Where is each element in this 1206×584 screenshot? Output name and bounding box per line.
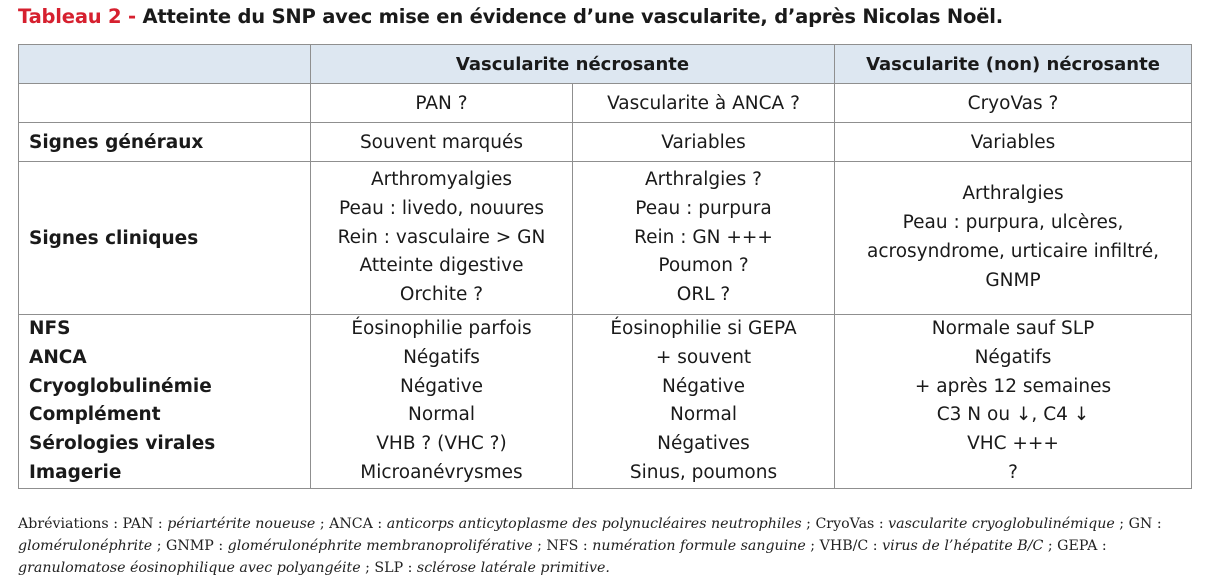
header-vascularite-non-necrosante: Vascularite (non) nécrosante (834, 44, 1192, 84)
row-label: Signes généraux (18, 122, 311, 162)
cell-line: Arthralgies ? (645, 169, 762, 190)
cell-line: Sinus, poumons (629, 461, 778, 483)
cell-line: Normal (670, 404, 737, 426)
abbr-prefix: ; SLP : (360, 560, 417, 576)
abbr-definition: sclérose latérale primitive. (416, 560, 610, 576)
cell-line: Rein : vasculaire > GN (337, 226, 546, 248)
cell-line: Orchite ? (399, 284, 484, 306)
table-caption: Tableau 2 - Atteinte du SNP avec mise en… (18, 5, 1003, 28)
row-label: Cryoglobulinémie (29, 375, 212, 397)
table-cell-anca: Éosinophilie si GEPA + souvent Négative … (572, 314, 835, 489)
abbr-prefix: ; GEPA : (1043, 538, 1107, 554)
row-label: Imagerie (29, 461, 122, 483)
abbr-definition: glomérulonéphrite (18, 538, 153, 554)
cell-line: Peau : purpura (635, 197, 772, 219)
cell-line: Arthralgies (962, 183, 1064, 205)
subheader-cell: PAN ? (310, 83, 573, 123)
cell-line: + après 12 semaines (914, 375, 1112, 397)
cell-line: Négatifs (974, 346, 1052, 368)
caption-text: Atteinte du SNP avec mise en évidence d’… (142, 5, 1003, 28)
table-row-signes-generaux: Signes généraux Souvent marqués Variable… (18, 122, 1192, 162)
cell-line: Négative (399, 375, 484, 397)
cell-line: ORL ? (676, 284, 731, 306)
subheader-cell (18, 83, 311, 123)
cell-line: Atteinte digestive (359, 255, 524, 277)
header-empty-cell (18, 44, 311, 84)
table-cell: Variables (572, 122, 835, 162)
abbr-prefix: ; ANCA : (315, 516, 387, 532)
cell-line: Négatifs (403, 346, 480, 368)
abbr-definition: glomérulonéphrite membranoproliférative (227, 538, 533, 554)
row-label: ANCA (29, 346, 87, 368)
table-cell: Souvent marqués (310, 122, 573, 162)
cell-line: Normale sauf SLP (931, 318, 1095, 339)
row-labels-biologie: NFS ANCA Cryoglobulinémie Complément Sér… (18, 314, 311, 489)
cell-line: Rein : GN +++ (634, 226, 773, 248)
cell-line: Éosinophilie si GEPA (610, 318, 797, 339)
cell-line: Négatives (657, 433, 750, 455)
table-cell-cryovas: Normale sauf SLP Négatifs + après 12 sem… (834, 314, 1192, 489)
table-row-biologie: NFS ANCA Cryoglobulinémie Complément Sér… (18, 314, 1192, 489)
cell-line: VHC +++ (967, 433, 1059, 455)
cell-line: Normal (408, 404, 475, 426)
table-cell: Variables (834, 122, 1192, 162)
cell-line: acrosyndrome, urticaire infiltré, (867, 241, 1159, 262)
abbr-definition: virus de l’hépatite B/C (882, 538, 1044, 554)
abbr-prefix: ; NFS : (532, 538, 593, 554)
cell-line: Poumon ? (658, 255, 749, 277)
header-row: Vascularite nécrosante Vascularite (non)… (18, 44, 1192, 84)
abbr-definition: numération formule sanguine (592, 538, 806, 554)
cell-line: Microanévrysmes (360, 461, 523, 483)
cell-line: Négative (661, 375, 746, 397)
cell-line: Éosinophilie parfois (351, 318, 532, 339)
row-label: Complément (29, 404, 161, 426)
row-label: NFS (29, 318, 71, 339)
header-vascularite-necrosante: Vascularite nécrosante (310, 44, 835, 84)
table-cell-pan: Éosinophilie parfois Négatifs Négative N… (310, 314, 573, 489)
abbreviations-footnote: Abréviations : PAN : périartérite noueus… (18, 513, 1193, 579)
abbr-definition: périartérite noueuse (167, 516, 316, 532)
abbr-definition: anticorps anticytoplasme des polynucléai… (386, 516, 802, 532)
table-cell-anca: Arthralgies ? Peau : purpura Rein : GN +… (572, 161, 835, 315)
row-label: Sérologies virales (29, 433, 216, 455)
subheader-cell: Vascularite à ANCA ? (572, 83, 835, 123)
row-label: Signes cliniques (18, 161, 311, 315)
cell-line: + souvent (655, 346, 752, 368)
cell-line: ? (1008, 461, 1018, 483)
cell-line: Peau : livedo, nouures (338, 197, 545, 219)
cell-line: VHB ? (VHC ?) (376, 433, 507, 455)
cell-line: Peau : purpura, ulcères, (902, 212, 1124, 234)
abbr-prefix: ; GN : (1114, 516, 1162, 532)
abbr-definition: vascularite cryoglobulinémique (888, 516, 1115, 532)
table-cell-cryovas: Arthralgies Peau : purpura, ulcères, acr… (834, 161, 1192, 315)
abbr-prefix: ; GNMP : (152, 538, 228, 554)
subheader-cell: CryoVas ? (834, 83, 1192, 123)
table-cell-pan: Arthromyalgies Peau : livedo, nouures Re… (310, 161, 573, 315)
cell-line: GNMP (985, 269, 1041, 291)
abbr-prefix: ; CryoVas : (801, 516, 889, 532)
data-table: Vascularite nécrosante Vascularite (non)… (18, 44, 1192, 489)
cell-line: C3 N ou ↓, C4 ↓ (936, 404, 1090, 426)
table-row-signes-cliniques: Signes cliniques Arthromyalgies Peau : l… (18, 161, 1192, 315)
subheader-row: PAN ? Vascularite à ANCA ? CryoVas ? (18, 83, 1192, 123)
abbr-prefix: ; VHB/C : (805, 538, 883, 554)
abbr-definition: granulomatose éosinophilique avec polyan… (18, 560, 361, 576)
cell-line: Arthromyalgies (370, 169, 513, 190)
caption-label: Tableau 2 - (18, 5, 143, 28)
abbr-prefix: Abréviations : PAN : (18, 516, 168, 532)
